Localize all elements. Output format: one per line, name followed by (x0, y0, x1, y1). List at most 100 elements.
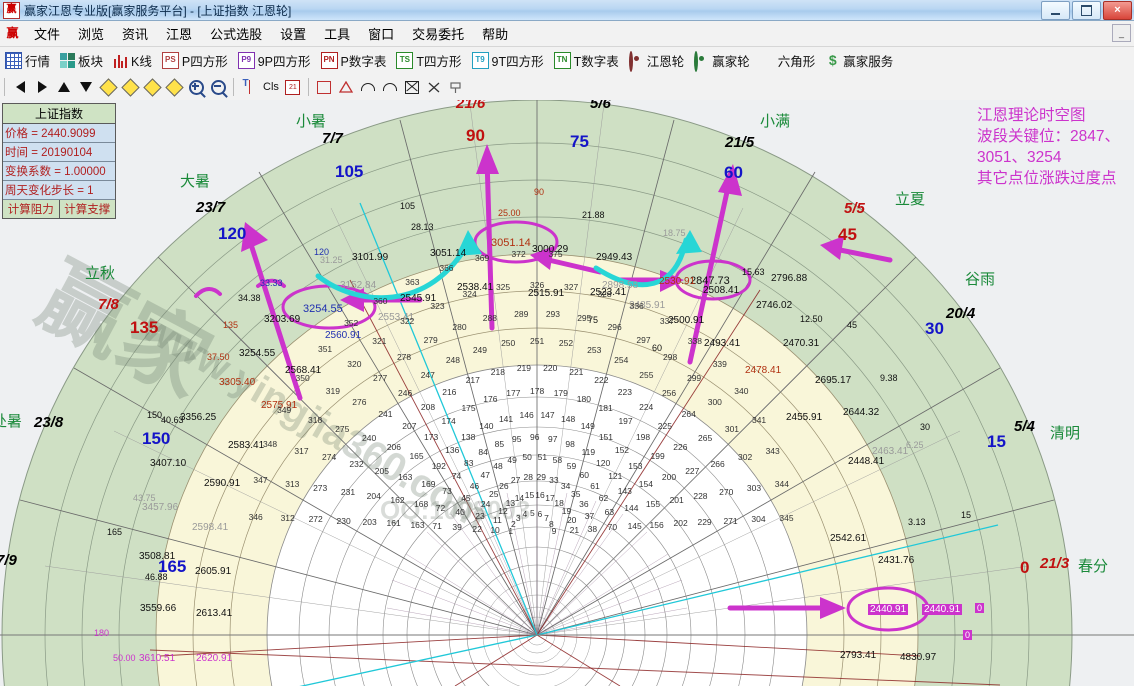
mdi-minimize-button[interactable]: _ (1112, 24, 1131, 42)
maximize-button[interactable] (1072, 1, 1101, 20)
index-info-box[interactable]: 上证指数 价格 = 2440.9099 时间 = 20190104 变换系数 =… (2, 103, 116, 219)
inner-number: 299 (686, 373, 702, 384)
toolbar-blocks[interactable]: 板块 (55, 51, 108, 70)
inner-number: 27 (510, 475, 521, 486)
inner-number: 347 (253, 474, 268, 485)
inner-number: 145 (627, 520, 642, 531)
toolbar-t-square[interactable]: TS T四方形 (391, 51, 466, 70)
diamond-button-1[interactable] (97, 77, 119, 97)
prev-button[interactable] (9, 77, 31, 97)
key-level-3051: 3051.14 (491, 237, 531, 249)
crossbox-tool-icon (404, 80, 419, 94)
inner-number: 17 (545, 493, 555, 504)
value-tick: 25.00 (498, 208, 521, 218)
menu-item-file[interactable]: 文件 (34, 27, 61, 42)
solar-term-qingming: 清明 (1050, 425, 1081, 442)
menu-item-browse[interactable]: 浏览 (78, 27, 105, 42)
inner-number: 24 (480, 499, 491, 510)
inner-number: 143 (617, 486, 632, 497)
menu-item-tools[interactable]: 工具 (324, 27, 351, 42)
cross-tool-button[interactable] (423, 77, 445, 97)
diamond-button-2[interactable] (119, 77, 141, 97)
menu-item-trade[interactable]: 交易委托 (412, 27, 465, 42)
gann-wheel-chart[interactable]: 赢家 www.yingjia360.com QQ:1008003 小暑 大暑 立… (0, 100, 1134, 686)
inner-number: 46 (469, 480, 480, 491)
toolbar-hexagon[interactable]: 六角形 (755, 51, 821, 70)
note-line-2: 波段关键位：2847、 (977, 128, 1120, 145)
toolbar-p-square[interactable]: PS P四方形 (157, 51, 233, 70)
zoom-in-button[interactable] (185, 77, 207, 97)
triangle-tool-button[interactable] (335, 77, 357, 97)
inner-number: 324 (462, 289, 477, 300)
calc-resistance-button[interactable]: 计算阻力 (3, 200, 60, 218)
zoom-out-button[interactable] (207, 77, 229, 97)
toolbar-kline[interactable]: K线 (108, 51, 157, 70)
diamond-button-3[interactable] (141, 77, 163, 97)
inner-number: 58 (552, 455, 563, 466)
inner-number: 276 (352, 396, 367, 407)
calendar-button[interactable]: 21 (282, 77, 304, 97)
toolbar-winner-wheel[interactable]: 赢家轮 (689, 51, 755, 72)
next-button[interactable] (31, 77, 53, 97)
inner-number: 240 (361, 433, 377, 443)
calc-support-button[interactable]: 计算支撑 (59, 200, 115, 218)
toolbar-t-numtable[interactable]: TN T数字表 (549, 51, 624, 70)
mid-value: 2478.41 (745, 365, 782, 376)
value-tick: 15.63 (742, 267, 765, 277)
inner-number: 312 (280, 512, 295, 523)
toolbar-p-numtable-label: P数字表 (340, 55, 387, 69)
arc-down-tool-button[interactable] (379, 77, 401, 97)
menu-item-window[interactable]: 窗口 (368, 27, 395, 42)
menu-item-formula[interactable]: 公式选股 (210, 27, 263, 42)
menu-item-news[interactable]: 资讯 (122, 27, 149, 42)
pin-tool-button[interactable] (445, 77, 467, 97)
toolbar-winner-service[interactable]: $ 赢家服务 (820, 51, 898, 70)
inner-number: 225 (657, 420, 672, 431)
key-level-2440: 2440.91 (868, 604, 909, 615)
menu-item-help[interactable]: 帮助 (482, 27, 509, 42)
inner-number: 274 (321, 452, 337, 463)
toolbar-gann-wheel[interactable]: 江恩轮 (624, 51, 690, 72)
value-tick: 18.75 (663, 228, 686, 238)
menu-item-settings[interactable]: 设置 (280, 27, 307, 42)
date-label-23-8: 23/8 (34, 414, 64, 431)
up-button[interactable] (53, 77, 75, 97)
inner-number: 366 (439, 262, 454, 273)
crossbox-tool-button[interactable] (401, 77, 423, 97)
inner-number: 203 (362, 516, 377, 527)
mid-value: 2485.91 (629, 300, 666, 311)
menu-item-gann[interactable]: 江恩 (166, 27, 193, 42)
inner-number: 161 (386, 518, 401, 529)
inner-number: 254 (614, 355, 629, 366)
value-tick: 43.75 (133, 493, 156, 503)
down-arrow-icon (80, 82, 92, 92)
close-button[interactable]: × (1103, 1, 1132, 20)
down-button[interactable] (75, 77, 97, 97)
inner-number: 147 (540, 410, 555, 421)
inner-number: 16 (535, 490, 545, 501)
inner-number: 47 (480, 469, 490, 480)
toolbar-p-numtable[interactable]: PN P数字表 (316, 51, 392, 70)
inner-number: 165 (409, 451, 424, 462)
axis-button[interactable] (238, 77, 260, 97)
mid-value: 2620.91 (196, 653, 233, 664)
cls-button[interactable]: Cls (260, 77, 282, 97)
toolbar-9t-square[interactable]: T9 9T四方形 (467, 51, 549, 70)
date-label-21-5: 21/5 (725, 134, 755, 151)
solar-term-dashu: 大暑 (180, 173, 211, 190)
inner-number: 220 (543, 362, 558, 373)
analysis-note: 江恩理论时空图 波段关键位：2847、 3051、3254 其它点位涨跌过度点 (977, 105, 1120, 189)
value-tick: 33.33 (260, 278, 283, 288)
minimize-button[interactable] (1041, 1, 1070, 20)
mid-value: 2598.41 (192, 522, 229, 533)
arc-up-tool-button[interactable] (357, 77, 379, 97)
toolbar-9p-square[interactable]: P9 9P四方形 (233, 51, 316, 70)
up-arrow-icon (58, 82, 70, 92)
value-tick: 46.88 (145, 572, 168, 582)
inner-number: 229 (697, 516, 712, 527)
toolbar-quotes[interactable]: 行情 (0, 51, 55, 70)
rectangle-tool-button[interactable] (313, 77, 335, 97)
degree-label-165: 165 (158, 557, 187, 576)
diamond-button-4[interactable] (163, 77, 185, 97)
inner-number: 7 (544, 513, 549, 524)
